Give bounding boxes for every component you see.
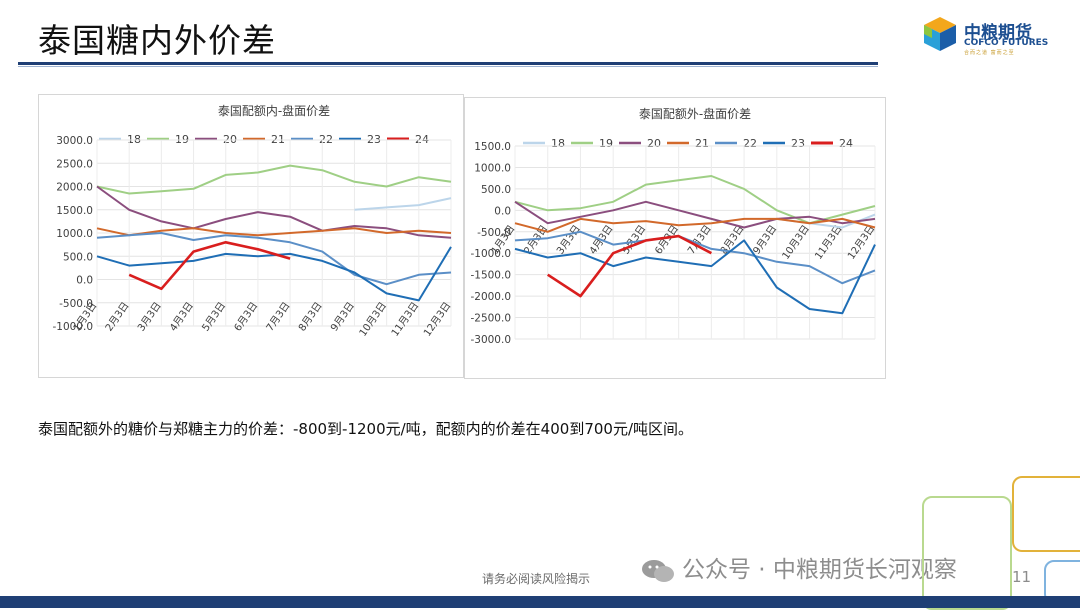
decor-frame-green: [922, 496, 1012, 610]
series-line-19: [514, 175, 876, 225]
page-title: 泰国糖内外价差: [38, 21, 276, 60]
series-line-22: [96, 232, 452, 286]
legend-label: 24: [839, 137, 853, 150]
series-line-22: [514, 230, 876, 285]
x-tick-label: 9月3日: [328, 300, 357, 334]
y-tick-label: -3000.0: [470, 334, 511, 346]
y-tick-label: 2500.0: [56, 158, 93, 170]
y-tick-label: 3000.0: [56, 135, 93, 147]
x-tick-label: 7月3日: [264, 300, 293, 334]
y-tick-label: 0.0: [494, 205, 511, 217]
decor-frame-yellow: [1012, 476, 1080, 552]
series-line-20: [514, 200, 876, 229]
legend-label: 20: [647, 137, 661, 150]
wechat-icon: [642, 559, 674, 582]
watermark-text: 公众号 · 中粮期货长河观察: [682, 557, 957, 583]
x-tick-label: 5月3日: [200, 300, 229, 334]
y-tick-label: -2500.0: [470, 313, 511, 325]
y-tick-label: 1500.0: [474, 141, 511, 153]
legend-label: 23: [791, 137, 805, 150]
risk-note: 请务必阅读风险揭示: [482, 572, 591, 586]
series-line-24: [128, 241, 291, 291]
y-tick-label: -500.0: [59, 298, 93, 310]
bottom-bar: [0, 596, 1080, 608]
series-line-18: [354, 197, 452, 211]
y-tick-label: 1000.0: [474, 162, 511, 174]
x-tick-label: 11月3日: [389, 300, 421, 339]
logo-english-name: COFCO FUTURES: [964, 38, 1049, 48]
x-tick-label: 10月3日: [780, 223, 812, 262]
caption-text: 泰国配额外的糖价与郑糖主力的价差：-800到-1200元/吨，配额内的价差在40…: [38, 420, 694, 438]
chart-title: 泰国配额外-盘面价差: [639, 106, 751, 121]
x-tick-label: 12月3日: [421, 300, 453, 339]
y-tick-label: 500.0: [481, 184, 511, 196]
title-divider-thin: [18, 66, 878, 67]
y-tick-label: 2000.0: [56, 182, 93, 194]
watermark: 公众号 · 中粮期货长河观察: [640, 550, 957, 584]
x-tick-label: 10月3日: [357, 300, 389, 339]
chart-out-quota: 泰国配额外-盘面价差 18 19 20 21 22 23 24 1500.0 1000.0 500.…: [470, 106, 877, 346]
y-tick-label: 1000.0: [56, 228, 93, 240]
x-tick-label: 3月3日: [135, 300, 164, 334]
chart-panel-out-quota: 泰国配额外-盘面价差 18 19 20 21 22 23 24 1500.0 1000.0 500.…: [464, 97, 886, 379]
legend-label: 18: [551, 137, 565, 150]
series-line-21: [514, 217, 876, 233]
chart-panel-in-quota: 泰国配额内-盘面价差 18 19 20 21 22 23 24 3000.0 2500.0 2000…: [38, 94, 464, 378]
x-tick-label: 4月3日: [167, 300, 196, 334]
x-tick-label: 11月3日: [812, 223, 844, 262]
legend-label: 22: [743, 137, 757, 150]
logo-slogan: 合而之道 富而之至: [964, 50, 1015, 56]
y-tick-label: -500.0: [477, 227, 511, 239]
logo-chinese-name: 中粮期货: [964, 23, 1032, 43]
y-tick-label: -1500.0: [470, 270, 511, 282]
y-tick-label: -2000.0: [470, 291, 511, 303]
series-line-20: [96, 185, 452, 239]
x-tick-label: 9月3日: [751, 223, 780, 257]
series-line-23: [514, 239, 876, 315]
y-tick-label: -1000.0: [52, 321, 93, 333]
y-tick-label: 1500.0: [56, 205, 93, 217]
chart-title: 泰国配额内-盘面价差: [218, 103, 330, 118]
title-divider: [18, 62, 878, 65]
y-tick-label: 0.0: [76, 275, 93, 287]
y-tick-label: 500.0: [63, 251, 93, 263]
series-line-19: [96, 164, 452, 195]
x-tick-label: 8月3日: [296, 300, 325, 334]
x-tick-label: 2月3日: [103, 300, 132, 334]
legend-label: 19: [599, 137, 613, 150]
legend-label: 21: [695, 137, 709, 150]
series-line-21: [96, 227, 452, 237]
series-line-24: [546, 234, 713, 298]
y-tick-label: -1000.0: [470, 248, 511, 260]
cofco-logo: 中粮期货 COFCO FUTURES 合而之道 富而之至: [920, 14, 1060, 58]
page-number: 11: [1012, 568, 1032, 586]
x-tick-label: 6月3日: [232, 300, 261, 334]
cube-logo-icon: [924, 17, 956, 51]
x-tick-label: 12月3日: [845, 223, 877, 262]
